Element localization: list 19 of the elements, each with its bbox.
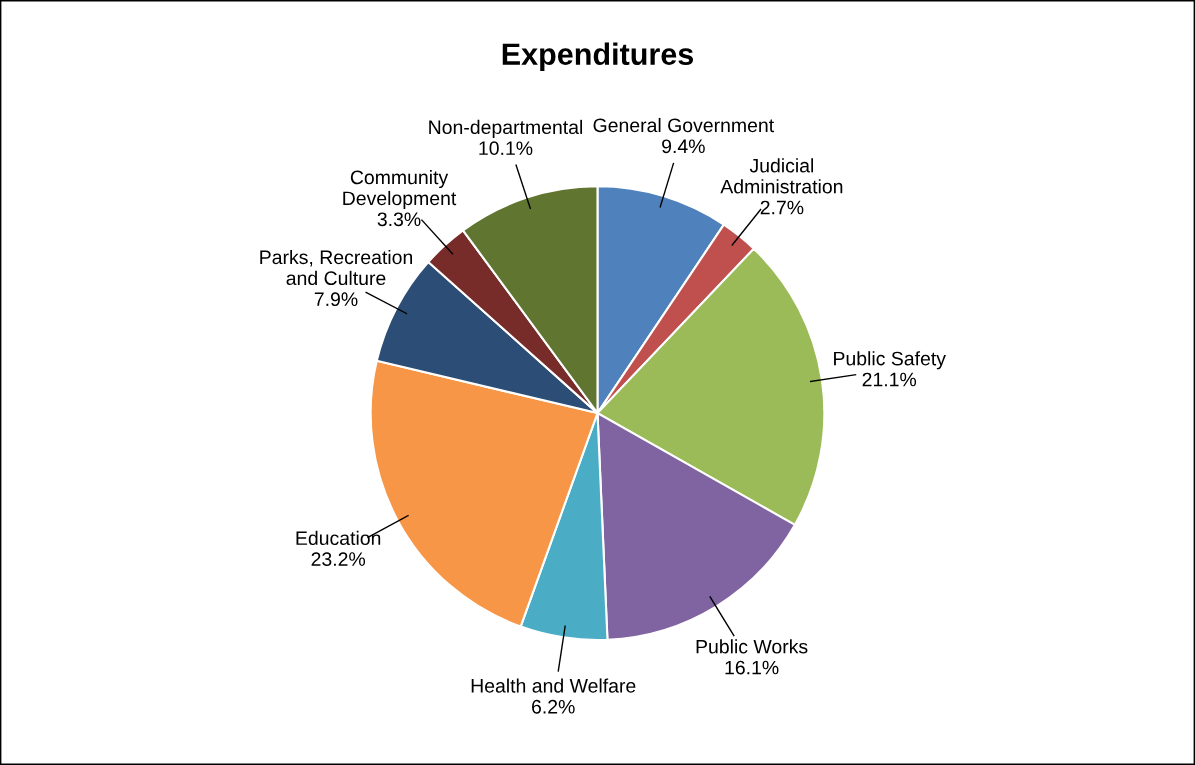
slice-label: Health and Welfare	[471, 678, 636, 693]
slice-label: Community Development	[343, 169, 457, 210]
data-label: 7.9%	[314, 292, 358, 307]
slice-label: Judicial Administration	[720, 158, 843, 194]
chart-title: Expenditures	[502, 42, 694, 72]
data-label: 6.2%	[532, 699, 575, 714]
slice-label: General Government	[593, 117, 774, 133]
slice-label: Public Safety	[834, 351, 946, 370]
data-label: 21.1%	[862, 372, 917, 387]
data-label: 10.1%	[479, 141, 533, 156]
data-label: 3.3%	[377, 212, 421, 227]
data-label: 2.7%	[760, 200, 804, 215]
data-label: 23.2%	[311, 552, 366, 566]
slice-label: Non-departmental	[429, 119, 583, 138]
slice-label: Parks, Recreation and Culture	[260, 249, 413, 286]
data-label: 16.1%	[725, 660, 779, 675]
slice-label: Education	[296, 530, 381, 546]
data-label: 9.4%	[662, 139, 705, 154]
slice-label: Public Works	[696, 639, 808, 654]
